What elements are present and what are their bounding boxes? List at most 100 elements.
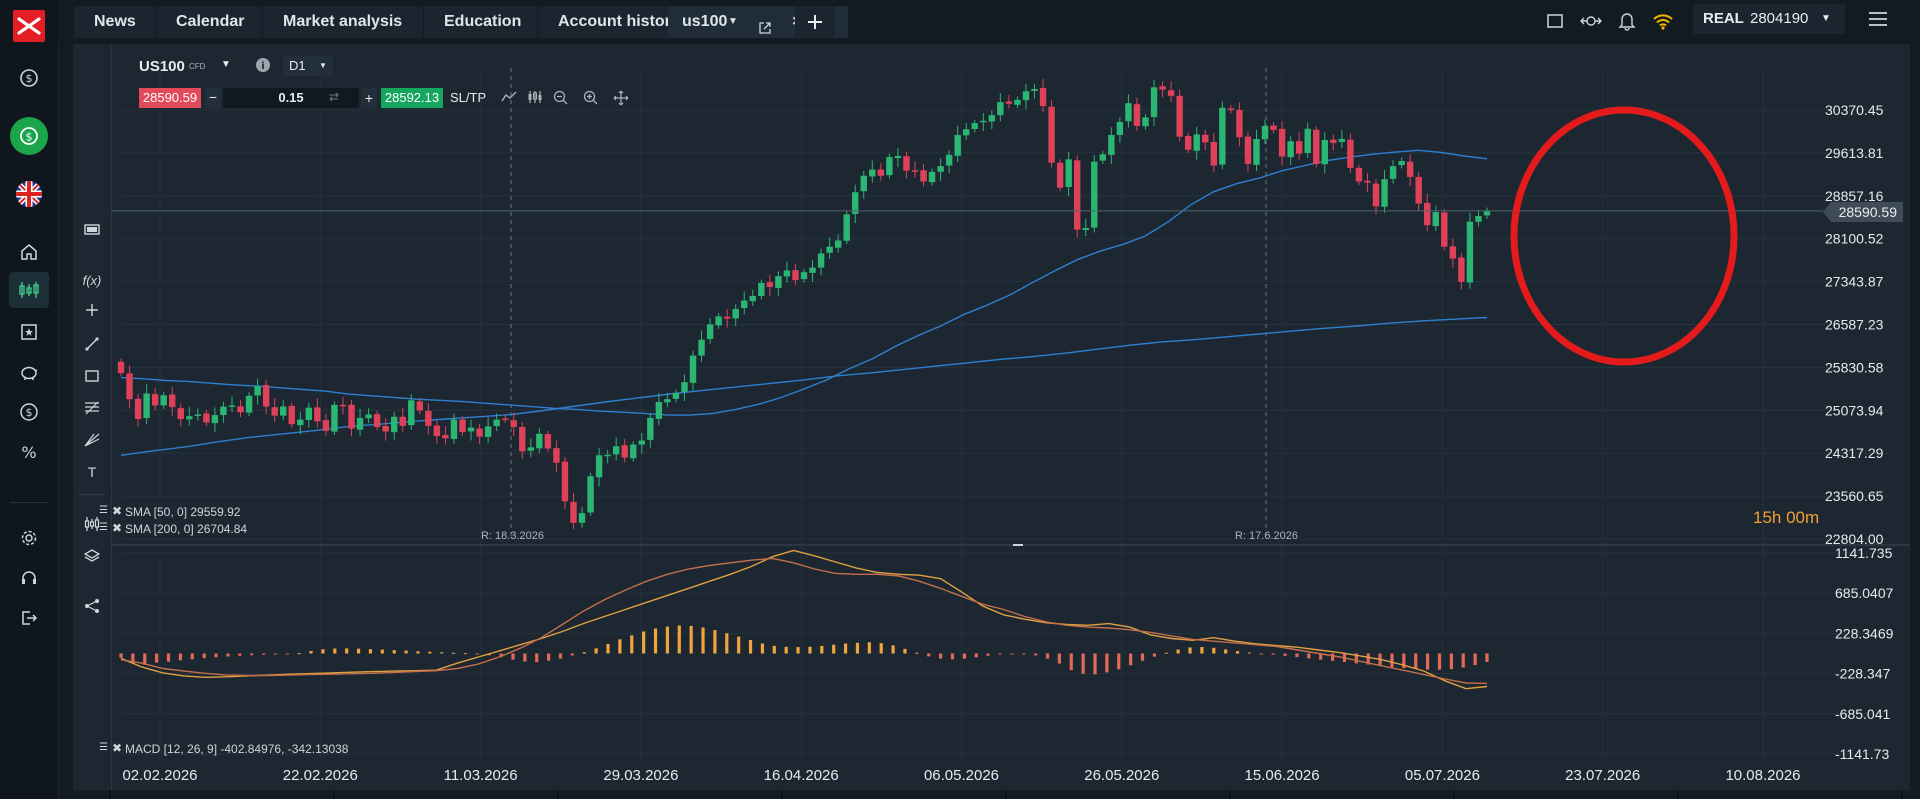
tab-calendar[interactable]: Calendar (156, 6, 262, 38)
zoom-in-icon[interactable] (583, 90, 599, 111)
buy-price-button[interactable]: 28592.13 (381, 88, 443, 108)
tab-education[interactable]: Education (424, 6, 537, 38)
rectangle-tool-icon[interactable] (81, 366, 103, 386)
add-tab-button[interactable] (795, 6, 835, 38)
candle-body (647, 417, 654, 440)
logout-icon[interactable] (9, 600, 49, 636)
macd-axis-label: 685.0407 (1835, 585, 1894, 601)
info-icon[interactable]: i (255, 57, 271, 78)
caret-down-icon[interactable]: ▼ (221, 59, 231, 70)
xtb-logo[interactable] (13, 10, 45, 42)
bottom-tab[interactable] (1679, 790, 1903, 799)
candle-body (954, 134, 961, 156)
candle-body (1406, 161, 1414, 177)
candle-body (203, 413, 210, 423)
macd-histogram-bar (903, 648, 907, 654)
remove-indicator-icon[interactable]: ✖ (112, 741, 123, 755)
candle-body (169, 394, 176, 408)
zoom-out-icon[interactable] (553, 90, 569, 111)
candle-body (655, 402, 663, 419)
chart-candles-icon[interactable] (9, 272, 49, 308)
tab-news[interactable]: News (74, 6, 155, 38)
sma200-label: SMA [200, 0] 26704.84 (125, 522, 248, 536)
candle-body (1389, 166, 1397, 179)
bottom-tab[interactable] (111, 790, 335, 799)
notifications-bell-icon[interactable] (1618, 11, 1636, 36)
remove-indicator-icon[interactable]: ✖ (112, 521, 123, 535)
bottom-tab[interactable] (783, 790, 1007, 799)
text-tool-icon[interactable]: T (87, 464, 97, 480)
macd-histogram-bar (250, 653, 254, 656)
market-news-icon[interactable] (9, 314, 49, 350)
remove-indicator-icon[interactable]: ✖ (112, 504, 123, 518)
deposit-icon[interactable]: $ (9, 60, 49, 96)
fibonacci-tool-icon[interactable] (81, 398, 103, 418)
connection-signal-icon[interactable] (1652, 12, 1674, 35)
indicators-icon[interactable] (81, 514, 103, 534)
macd-histogram-bar (1212, 647, 1216, 654)
candle-body (621, 445, 628, 458)
candle-body (177, 408, 184, 420)
macd-line (120, 549, 1488, 690)
volume-input[interactable]: 0.15 (223, 88, 359, 108)
sltp-button[interactable]: SL/TP (450, 90, 487, 105)
candle-type-icon[interactable] (527, 90, 543, 109)
share-icon[interactable] (81, 596, 103, 616)
trend-line-icon[interactable] (81, 334, 103, 354)
piggy-bank-icon[interactable] (9, 354, 49, 390)
function-fx-icon[interactable]: f(x) (82, 272, 102, 288)
dollar-coin-icon[interactable]: $ (9, 394, 49, 430)
candle-body (1330, 139, 1337, 143)
caret-down-icon: ▼ (1821, 13, 1831, 24)
volume-decrease-button[interactable]: − (205, 88, 221, 108)
bottom-tab[interactable] (1007, 790, 1231, 799)
settings-icon[interactable]: ☰ (99, 742, 108, 753)
macd-histogram-bar (618, 639, 622, 654)
candle-body (288, 405, 295, 425)
candle-body (945, 154, 953, 166)
sell-price-button[interactable]: 28590.59 (139, 88, 201, 108)
bottom-tab[interactable] (1231, 790, 1455, 799)
layers-icon[interactable] (81, 546, 103, 566)
candle-body (134, 398, 142, 420)
settings-icon[interactable]: ☰ (99, 505, 108, 516)
line-chart-icon[interactable] (501, 90, 517, 109)
price-chart[interactable]: 30370.45 29613.81 28857.16 28100.52 27343.87… (73, 44, 1910, 799)
pitchfork-tool-icon[interactable] (81, 430, 103, 450)
bottom-tab[interactable] (1455, 790, 1679, 799)
macd-histogram-bar (701, 627, 705, 654)
account-selector[interactable]: REAL 2804190 ▼ (1693, 4, 1845, 34)
screen-icon[interactable] (81, 220, 103, 240)
bottom-panel-tabs (73, 790, 1910, 799)
macd-histogram-bar (1200, 646, 1204, 654)
settings-icon[interactable]: ☰ (99, 522, 108, 533)
macd-histogram-bar (214, 653, 218, 658)
macd-histogram-bar (1485, 653, 1489, 662)
tab-market-analysis[interactable]: Market analysis (263, 6, 423, 38)
bottom-tab[interactable] (335, 790, 559, 799)
uk-flag-icon[interactable] (9, 176, 49, 212)
settings-gear-icon[interactable] (9, 520, 49, 556)
percent-icon[interactable]: % (9, 434, 49, 470)
pan-move-icon[interactable] (613, 90, 629, 111)
macd-histogram-bar (285, 653, 289, 655)
macd-histogram-bar (143, 653, 147, 665)
home-icon[interactable] (9, 234, 49, 270)
macd-histogram-bar (962, 653, 966, 659)
volume-increase-button[interactable]: + (361, 88, 377, 108)
wallet-icon[interactable]: $ (9, 117, 49, 155)
crosshair-plus-icon[interactable] (81, 300, 103, 320)
bottom-tab[interactable] (73, 790, 111, 799)
money-transfer-icon[interactable] (1580, 12, 1602, 35)
date-axis-label: 29.03.2026 (603, 767, 678, 784)
timeframe-select[interactable]: D1 ▼ (283, 56, 333, 76)
macd-histogram-bar (1426, 653, 1430, 670)
caret-down-icon[interactable]: ▼ (728, 16, 738, 27)
fullscreen-icon[interactable] (1546, 12, 1564, 35)
bottom-tab[interactable] (559, 790, 783, 799)
swap-icon[interactable]: ⇄ (329, 90, 340, 104)
hamburger-menu-icon[interactable] (1868, 10, 1888, 33)
popout-window-icon[interactable] (758, 15, 772, 47)
headset-support-icon[interactable] (9, 560, 49, 596)
macd-histogram-bar (606, 643, 610, 654)
